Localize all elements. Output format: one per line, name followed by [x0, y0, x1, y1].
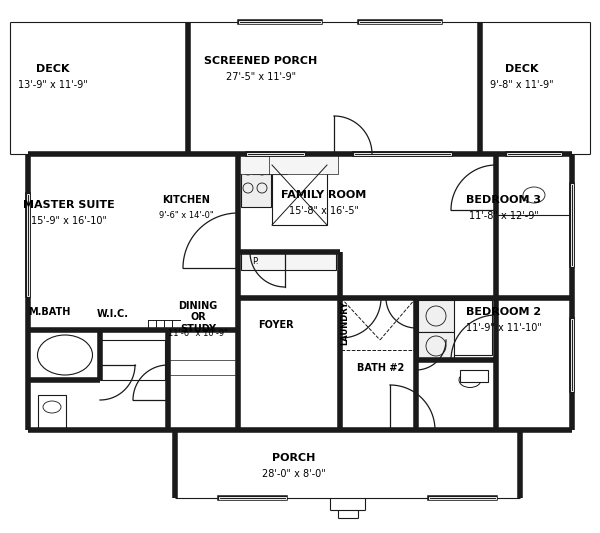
Text: FAMILY ROOM: FAMILY ROOM: [281, 190, 367, 199]
Text: 11'-6" x 10'-9": 11'-6" x 10'-9": [168, 329, 228, 337]
Text: P.: P.: [252, 257, 259, 266]
Text: 9'-6" x 14'-0": 9'-6" x 14'-0": [158, 212, 214, 220]
Text: LAUNDRY: LAUNDRY: [341, 300, 349, 345]
Text: 28'-0" x 8'-0": 28'-0" x 8'-0": [262, 470, 326, 479]
Bar: [100, 340, 165, 380]
Text: M.BATH: M.BATH: [29, 307, 71, 317]
Text: 27'-5" x 11'-9": 27'-5" x 11'-9": [226, 72, 296, 82]
Bar: [238, 154, 338, 174]
Text: FOYER: FOYER: [258, 320, 294, 330]
Text: DECK: DECK: [36, 64, 70, 74]
Text: 15'-8" x 16'-5": 15'-8" x 16'-5": [289, 206, 359, 215]
Text: MASTER SUITE: MASTER SUITE: [23, 200, 115, 210]
Bar: [420, 300, 492, 355]
Ellipse shape: [37, 335, 92, 375]
Text: DECK: DECK: [505, 64, 539, 74]
Bar: [418, 332, 454, 360]
Text: SCREENED PORCH: SCREENED PORCH: [205, 56, 317, 66]
Bar: [38, 395, 66, 430]
Text: KITCHEN: KITCHEN: [162, 195, 210, 205]
Ellipse shape: [523, 187, 545, 203]
Bar: [272, 165, 327, 225]
Text: DINING
OR
STUDY: DINING OR STUDY: [178, 301, 218, 334]
Bar: [496, 155, 572, 215]
Bar: [252, 156, 287, 174]
Ellipse shape: [459, 373, 481, 387]
Text: BEDROOM 3: BEDROOM 3: [467, 195, 542, 205]
Text: 15'-9" x 16'-10": 15'-9" x 16'-10": [31, 216, 107, 226]
Bar: [241, 162, 271, 207]
Text: 9'-8" x 11'-9": 9'-8" x 11'-9": [490, 80, 554, 90]
Text: 11'-9" x 11'-10": 11'-9" x 11'-10": [466, 323, 542, 333]
Ellipse shape: [43, 401, 61, 413]
Text: BEDROOM 2: BEDROOM 2: [466, 307, 542, 317]
Text: 13'-9" x 11'-9": 13'-9" x 11'-9": [18, 80, 88, 90]
Text: W.I.C.: W.I.C.: [97, 310, 129, 319]
Text: PORCH: PORCH: [272, 454, 316, 463]
Bar: [241, 252, 336, 270]
Bar: [460, 370, 488, 382]
Bar: [418, 300, 454, 332]
Text: BATH #2: BATH #2: [358, 363, 404, 373]
Text: 11'-8" x 12'-9": 11'-8" x 12'-9": [469, 211, 539, 221]
